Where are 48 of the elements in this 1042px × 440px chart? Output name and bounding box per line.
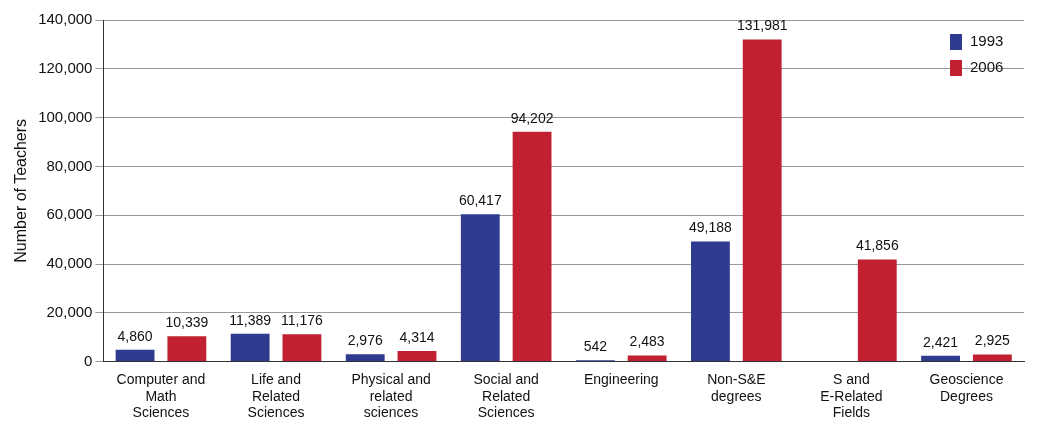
y-tick-label: 0 bbox=[84, 351, 93, 369]
y-tick-label: 140,000 bbox=[38, 10, 93, 28]
y-tick-label: 20,000 bbox=[46, 302, 93, 320]
bar bbox=[167, 336, 207, 362]
data-label: 4,314 bbox=[399, 328, 435, 345]
data-label: 2,421 bbox=[923, 333, 959, 350]
data-label: 11,176 bbox=[281, 312, 324, 329]
y-tick-label: 100,000 bbox=[38, 107, 93, 125]
x-tick-label: Life and Related Sciences bbox=[247, 370, 305, 421]
x-tick-label: Computer and Math Sciences bbox=[116, 370, 206, 421]
data-label: 60,417 bbox=[458, 192, 502, 209]
data-label: 131,981 bbox=[736, 17, 788, 34]
x-tick-label: Social and Related Sciences bbox=[473, 370, 539, 421]
bar bbox=[512, 131, 552, 362]
y-axis-title: Number of Teachers bbox=[12, 118, 30, 263]
data-label: 94,202 bbox=[510, 109, 554, 126]
bar bbox=[460, 214, 500, 362]
bar bbox=[742, 39, 782, 362]
bar bbox=[627, 355, 667, 362]
bar bbox=[691, 241, 730, 362]
data-label: 11,389 bbox=[229, 311, 272, 328]
bar bbox=[857, 259, 897, 362]
y-tick-label: 80,000 bbox=[46, 156, 93, 174]
data-label: 4,860 bbox=[117, 327, 153, 344]
data-label: 2,976 bbox=[347, 332, 383, 349]
bar bbox=[972, 354, 1012, 362]
y-tick-label: 60,000 bbox=[46, 205, 93, 223]
x-tick-label: Geoscience Degrees bbox=[929, 370, 1004, 404]
bar bbox=[115, 349, 155, 362]
data-label: 10,339 bbox=[165, 314, 209, 331]
data-label: 49,188 bbox=[689, 219, 733, 236]
x-tick-label: Non-S&E degrees bbox=[707, 370, 766, 404]
bar bbox=[397, 351, 437, 362]
x-tick-label: S and E-Related Fields bbox=[820, 370, 883, 421]
x-tick-label: Physical and related sciences bbox=[351, 370, 431, 421]
y-tick-label: 40,000 bbox=[46, 254, 93, 272]
y-tick-label: 120,000 bbox=[38, 58, 93, 76]
bar bbox=[230, 333, 270, 362]
legend-label: 1993 bbox=[970, 32, 1004, 50]
data-label: 41,856 bbox=[855, 237, 899, 254]
bar bbox=[921, 355, 960, 362]
data-label: 2,483 bbox=[629, 333, 665, 350]
bar bbox=[345, 354, 385, 362]
x-tick-label: Engineering bbox=[583, 370, 659, 387]
bar bbox=[282, 334, 322, 362]
legend-label: 2006 bbox=[970, 58, 1004, 76]
data-label: 542 bbox=[583, 338, 608, 355]
data-label: 2,925 bbox=[974, 332, 1011, 349]
